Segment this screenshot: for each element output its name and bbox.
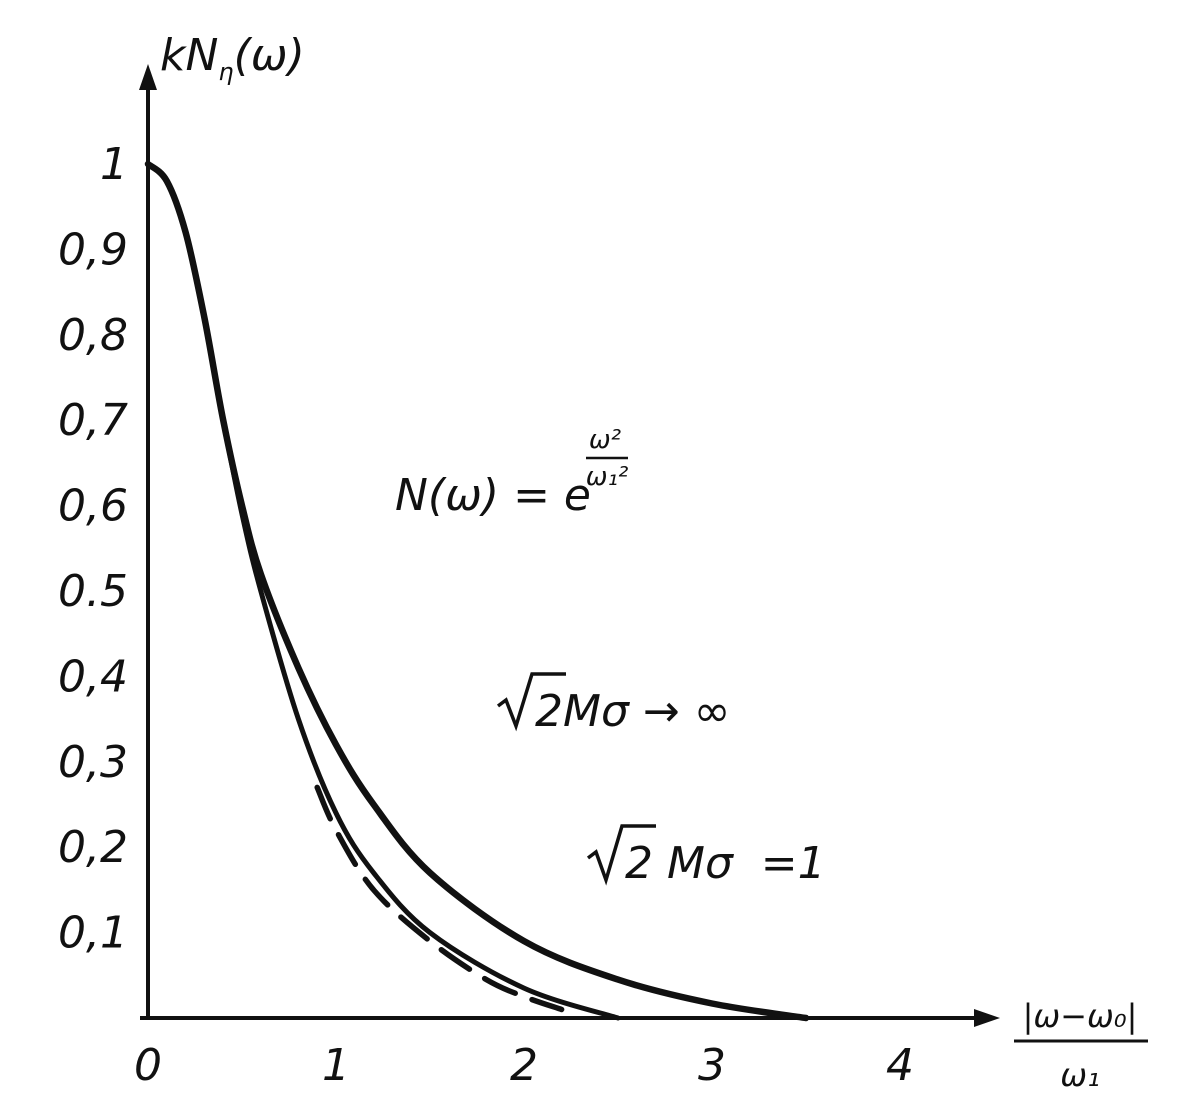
y-tick-label: 0,9 <box>58 224 128 275</box>
radical-sign <box>586 824 656 886</box>
radical-sign <box>496 672 566 732</box>
annotation-formula: N(ω) = e ω² ω₁² <box>395 425 628 521</box>
annotation-limit-infinity: 2 Mσ → ∞ <box>496 672 730 737</box>
x-axis-label-denominator: ω₁ <box>1060 1056 1100 1094</box>
y-axis-label-main: kN <box>160 30 218 81</box>
radical-value: 2 <box>535 686 563 737</box>
x-tick-label: 3 <box>698 1040 726 1091</box>
x-tick-label: 4 <box>886 1040 914 1091</box>
y-tick-label: 0,2 <box>58 822 128 873</box>
y-tick-label: 0.5 <box>58 566 128 617</box>
y-axis-label: kNη(ω) <box>160 30 305 86</box>
series-line-dashed <box>314 784 565 1013</box>
y-tick-label: 1 <box>100 139 128 190</box>
annotation-limit-infinity-text: Mσ → ∞ <box>563 686 730 737</box>
y-axis-label-sub: η <box>218 58 233 86</box>
y-axis-label-arg: (ω) <box>234 30 305 81</box>
annotation-formula-base: N(ω) = e <box>395 470 591 521</box>
y-tick-label: 0,8 <box>58 310 128 361</box>
annotation-formula-exp-num: ω² <box>589 425 621 455</box>
series-line-solid <box>145 161 621 1021</box>
x-tick-label: 2 <box>510 1040 538 1091</box>
axes <box>139 64 1000 1027</box>
x-axis-arrow <box>974 1009 1000 1027</box>
annotation-equals-one: 2 Mσ =1 <box>586 824 826 889</box>
y-axis-arrow <box>139 64 157 90</box>
radical-value: 2 <box>625 838 653 889</box>
y-tick-label: 0,4 <box>58 651 128 702</box>
svg-text:kNη(ω): kNη(ω) <box>160 30 305 86</box>
x-axis-label: |ω−ω₀| ω₁ <box>1014 997 1148 1094</box>
series-line-solid-thick <box>144 160 810 1022</box>
x-tick-label: 1 <box>322 1040 350 1091</box>
x-tick-label: 0 <box>134 1040 162 1091</box>
y-tick-label: 0,7 <box>58 395 128 446</box>
y-tick-label: 0,6 <box>58 481 128 532</box>
annotation-equals-one-text: Mσ =1 <box>653 838 826 889</box>
series-curves <box>144 160 810 1022</box>
y-tick-label: 0,1 <box>58 908 128 959</box>
annotation-formula-exp-den: ω₁² <box>586 462 629 492</box>
tick-labels: 0 1 2 3 4 0,1 0,2 0,3 0,4 0.5 0,6 0,7 0,8 0,9 1 <box>58 139 914 1091</box>
x-axis-label-numerator: |ω−ω₀| <box>1023 997 1138 1035</box>
y-tick-label: 0,3 <box>58 737 128 788</box>
